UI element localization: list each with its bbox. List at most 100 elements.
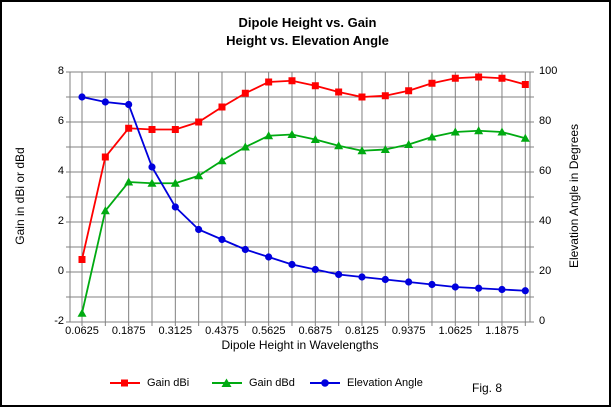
data-point-gain-dbi — [358, 93, 366, 101]
data-point-gain-dbd — [287, 130, 297, 138]
data-point-elevation-angle — [405, 278, 413, 286]
data-point-gain-dbi — [451, 74, 459, 82]
x-tick-label: 0.0625 — [65, 325, 99, 337]
data-point-elevation-angle — [265, 253, 273, 261]
gain-dbd-marker-icon — [212, 378, 242, 387]
data-point-elevation-angle — [521, 287, 529, 295]
left-axis-title: Gain in dBi or dBd — [13, 147, 27, 245]
x-tick-label: 1.1875 — [485, 325, 519, 337]
left-y-tick-label: 4 — [57, 165, 64, 177]
legend-label-gain-dbd: Gain dBd — [249, 377, 295, 389]
right-y-tick-label: 20 — [539, 265, 552, 277]
data-point-gain-dbd — [404, 140, 414, 148]
data-point-gain-dbi — [148, 126, 156, 133]
data-point-elevation-angle — [101, 98, 109, 106]
series-line-gain-dbi — [81, 76, 526, 260]
legend-item-elevation-angle: Elevation Angle — [310, 375, 423, 391]
data-point-elevation-angle — [311, 265, 319, 274]
data-point-gain-dbd — [77, 308, 87, 317]
left-y-tick-label: 0 — [57, 265, 64, 277]
elevation-angle-marker-icon — [310, 379, 340, 387]
chart-title-line2: Height vs. Elevation Angle — [226, 33, 389, 48]
data-point-gain-dbd — [147, 178, 157, 187]
data-point-gain-dbd — [310, 135, 320, 143]
data-point-gain-dbd — [334, 141, 344, 150]
data-point-gain-dbd — [194, 171, 204, 180]
left-y-tick-label: -2 — [54, 315, 64, 327]
x-axis-title: Dipole Height in Wavelengths — [221, 338, 379, 352]
data-point-gain-dbd — [357, 146, 367, 155]
data-point-elevation-angle — [78, 93, 86, 101]
right-y-tick-label: 80 — [539, 115, 552, 127]
data-point-gain-dbi — [475, 73, 483, 81]
data-point-elevation-angle — [288, 260, 296, 269]
data-point-gain-dbi — [498, 74, 506, 82]
series-line-elevation-angle — [81, 96, 526, 292]
chart-title-line1: Dipole Height vs. Gain — [238, 15, 377, 30]
data-point-gain-dbi — [521, 81, 529, 88]
data-point-elevation-angle — [475, 284, 483, 292]
data-point-gain-dbi — [311, 82, 319, 90]
data-point-elevation-angle — [195, 225, 203, 234]
x-tick-label: 0.6875 — [298, 325, 333, 337]
data-point-gain-dbd — [474, 126, 484, 135]
x-tick-label: 0.5625 — [251, 325, 286, 337]
x-tick-label: 1.0625 — [438, 325, 473, 337]
left-y-tick-label: 6 — [57, 115, 64, 127]
right-axis-title: Elevation Angle in Degrees — [567, 123, 581, 269]
data-point-gain-dbi — [381, 92, 389, 100]
figure-number: Fig. 8 — [472, 381, 503, 395]
data-point-gain-dbi — [335, 88, 343, 96]
left-y-tick-label: 2 — [57, 215, 64, 227]
data-point-gain-dbi — [195, 118, 203, 126]
data-point-gain-dbd — [520, 133, 530, 142]
data-point-elevation-angle — [125, 100, 133, 109]
data-point-elevation-angle — [451, 283, 459, 291]
data-point-elevation-angle — [358, 273, 366, 281]
data-point-gain-dbd — [240, 142, 250, 151]
data-point-gain-dbd — [427, 132, 437, 141]
data-point-gain-dbd — [264, 131, 274, 140]
legend-item-gain-dbi: Gain dBi — [110, 375, 189, 391]
data-point-gain-dbi — [171, 126, 179, 133]
right-y-tick-label: 60 — [539, 165, 552, 177]
data-point-gain-dbi — [265, 78, 273, 86]
data-point-gain-dbi — [78, 256, 86, 263]
left-y-tick-label: 8 — [57, 65, 64, 77]
legend: Gain dBi Gain dBd Elevation Angle — [2, 375, 609, 391]
data-point-gain-dbi — [428, 79, 436, 87]
data-point-gain-dbi — [101, 153, 109, 161]
legend-item-gain-dbd: Gain dBd — [212, 375, 295, 391]
data-point-gain-dbi — [218, 103, 226, 111]
x-tick-label: 0.1875 — [111, 325, 146, 337]
data-point-gain-dbd — [124, 177, 134, 186]
data-point-gain-dbd — [217, 156, 227, 165]
x-tick-label: 0.4375 — [205, 325, 239, 337]
data-point-gain-dbd — [170, 178, 180, 187]
data-point-gain-dbi — [405, 87, 413, 95]
gain-dbi-marker-icon — [110, 379, 140, 387]
data-point-elevation-angle — [498, 285, 506, 294]
data-point-elevation-angle — [381, 275, 389, 284]
data-point-elevation-angle — [428, 280, 436, 289]
data-point-gain-dbd — [450, 127, 460, 136]
legend-label-elevation-angle: Elevation Angle — [347, 377, 423, 389]
data-point-gain-dbd — [497, 127, 507, 136]
data-point-gain-dbi — [125, 124, 133, 132]
x-tick-label: 0.9375 — [391, 325, 426, 337]
series-line-gain-dbd — [81, 129, 526, 314]
data-point-elevation-angle — [241, 245, 249, 254]
data-point-gain-dbd — [380, 145, 390, 153]
data-point-elevation-angle — [148, 163, 156, 171]
legend-label-gain-dbi: Gain dBi — [147, 377, 190, 389]
x-tick-label: 0.8125 — [345, 325, 379, 337]
data-point-gain-dbi — [288, 77, 296, 85]
data-point-elevation-angle — [335, 270, 343, 279]
data-point-gain-dbd — [100, 206, 110, 215]
right-y-tick-label: 0 — [539, 315, 546, 327]
data-point-elevation-angle — [218, 235, 226, 244]
right-y-tick-label: 40 — [539, 215, 552, 227]
data-point-gain-dbi — [241, 89, 249, 97]
